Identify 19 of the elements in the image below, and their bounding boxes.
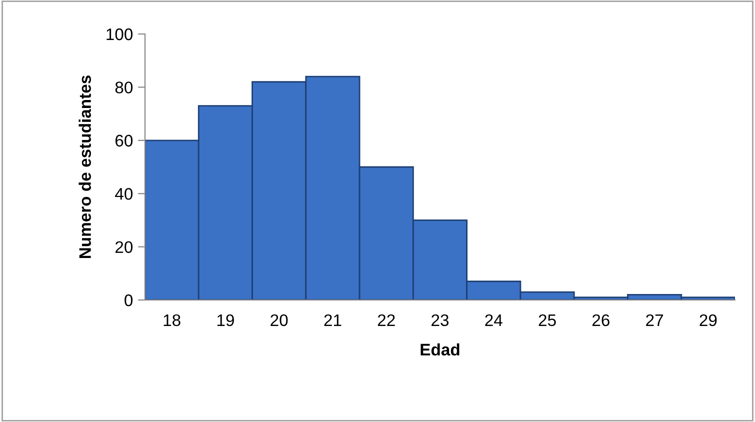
x-tick-label: 22	[378, 314, 395, 326]
y-axis-title: Numero de estudiantes	[78, 76, 91, 258]
x-tick-label: 24	[485, 314, 502, 326]
y-tick-label: 0	[124, 294, 133, 306]
y-tick-label: 40	[115, 188, 133, 200]
x-tick-label: 23	[432, 314, 449, 326]
x-tick-label: 25	[538, 314, 556, 326]
x-axis-title: Edad	[420, 343, 460, 356]
x-tick-label: 19	[217, 314, 234, 326]
x-tick-label: 21	[324, 314, 342, 326]
y-tick-label: 100	[106, 28, 133, 40]
x-tick-label: 29	[700, 314, 717, 326]
y-tick-label: 20	[115, 241, 133, 254]
x-tick-label: 20	[270, 314, 288, 326]
x-tick-label: 26	[592, 314, 610, 326]
y-tick-label: 60	[116, 134, 133, 147]
x-tick-label: 27	[646, 314, 663, 326]
x-tick-label: 18	[164, 314, 180, 326]
y-tick-label: 80	[115, 82, 133, 94]
